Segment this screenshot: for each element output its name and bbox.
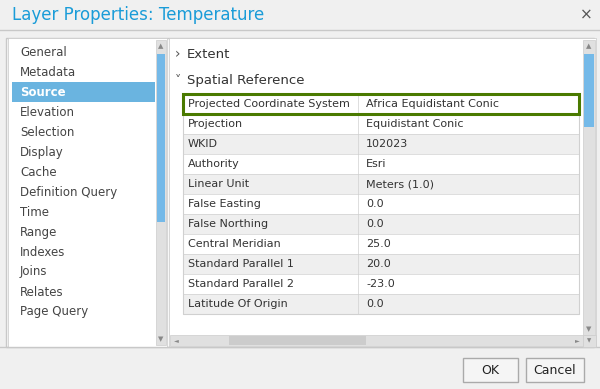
Bar (183, 114, 579, 134)
Bar (183, 214, 579, 234)
Text: ▲: ▲ (586, 43, 592, 49)
Text: Range: Range (20, 226, 58, 238)
Text: Layer Properties: Temperature: Layer Properties: Temperature (12, 6, 264, 24)
Text: Extent: Extent (187, 47, 230, 61)
Text: Indexes: Indexes (20, 245, 65, 259)
Text: Equidistant Conic: Equidistant Conic (366, 119, 464, 129)
Text: Esri: Esri (366, 159, 386, 169)
Bar (183, 254, 579, 274)
Text: Cache: Cache (20, 165, 56, 179)
Text: ▼: ▼ (586, 326, 592, 332)
Text: ▼: ▼ (158, 336, 164, 342)
Text: ▼: ▼ (587, 338, 591, 343)
Bar (183, 134, 579, 154)
Text: 20.0: 20.0 (366, 259, 391, 269)
Text: False Northing: False Northing (188, 219, 268, 229)
Text: General: General (20, 46, 67, 58)
Bar (583, 40, 595, 335)
Text: WKID: WKID (188, 139, 218, 149)
Bar (157, 54, 165, 222)
Text: Central Meridian: Central Meridian (188, 239, 281, 249)
Bar (183, 94, 579, 114)
Text: ›: › (175, 47, 181, 61)
Text: Time: Time (20, 205, 49, 219)
Text: ◄: ◄ (173, 338, 178, 343)
Text: Linear Unit: Linear Unit (188, 179, 249, 189)
Text: Authority: Authority (188, 159, 240, 169)
Bar (0, 0, 600, 30)
Bar (583, 335, 596, 347)
Bar (183, 194, 579, 214)
Bar (170, 335, 583, 346)
Text: Africa Equidistant Conic: Africa Equidistant Conic (366, 99, 499, 109)
Bar (183, 94, 579, 314)
Text: 102023: 102023 (366, 139, 408, 149)
Text: 0.0: 0.0 (366, 219, 383, 229)
Text: ►: ► (575, 338, 580, 343)
Bar (463, 358, 518, 382)
Text: Joins: Joins (20, 266, 47, 279)
Bar (229, 336, 366, 345)
Text: Page Query: Page Query (20, 305, 88, 319)
Text: Standard Parallel 1: Standard Parallel 1 (188, 259, 294, 269)
Text: ˅: ˅ (175, 74, 181, 86)
Text: Projection: Projection (188, 119, 243, 129)
Text: Spatial Reference: Spatial Reference (187, 74, 305, 86)
Text: Metadata: Metadata (20, 65, 76, 79)
Text: Source: Source (20, 86, 65, 98)
Bar (169, 38, 596, 347)
Text: Relates: Relates (20, 286, 64, 298)
Bar (584, 54, 594, 127)
Text: Display: Display (20, 145, 64, 158)
Text: Selection: Selection (20, 126, 74, 138)
Text: Meters (1.0): Meters (1.0) (366, 179, 434, 189)
Text: 0.0: 0.0 (366, 199, 383, 209)
Text: 0.0: 0.0 (366, 299, 383, 309)
Bar (183, 234, 579, 254)
Bar (183, 154, 579, 174)
Bar (156, 40, 166, 345)
Text: Standard Parallel 2: Standard Parallel 2 (188, 279, 294, 289)
Text: ▲: ▲ (158, 43, 164, 49)
Bar (8, 38, 167, 347)
Bar (526, 358, 584, 382)
Text: ×: × (580, 7, 592, 23)
Text: False Easting: False Easting (188, 199, 261, 209)
Bar (183, 174, 579, 194)
Text: Elevation: Elevation (20, 105, 75, 119)
Bar (183, 94, 579, 114)
Text: Definition Query: Definition Query (20, 186, 117, 198)
Text: Cancel: Cancel (533, 363, 577, 377)
Bar (183, 274, 579, 294)
Bar (6, 38, 594, 347)
Text: OK: OK (482, 363, 499, 377)
Bar (12, 82, 155, 102)
Bar (183, 294, 579, 314)
Text: -23.0: -23.0 (366, 279, 395, 289)
Text: 25.0: 25.0 (366, 239, 391, 249)
Text: Latitude Of Origin: Latitude Of Origin (188, 299, 288, 309)
Text: Projected Coordinate System: Projected Coordinate System (188, 99, 350, 109)
